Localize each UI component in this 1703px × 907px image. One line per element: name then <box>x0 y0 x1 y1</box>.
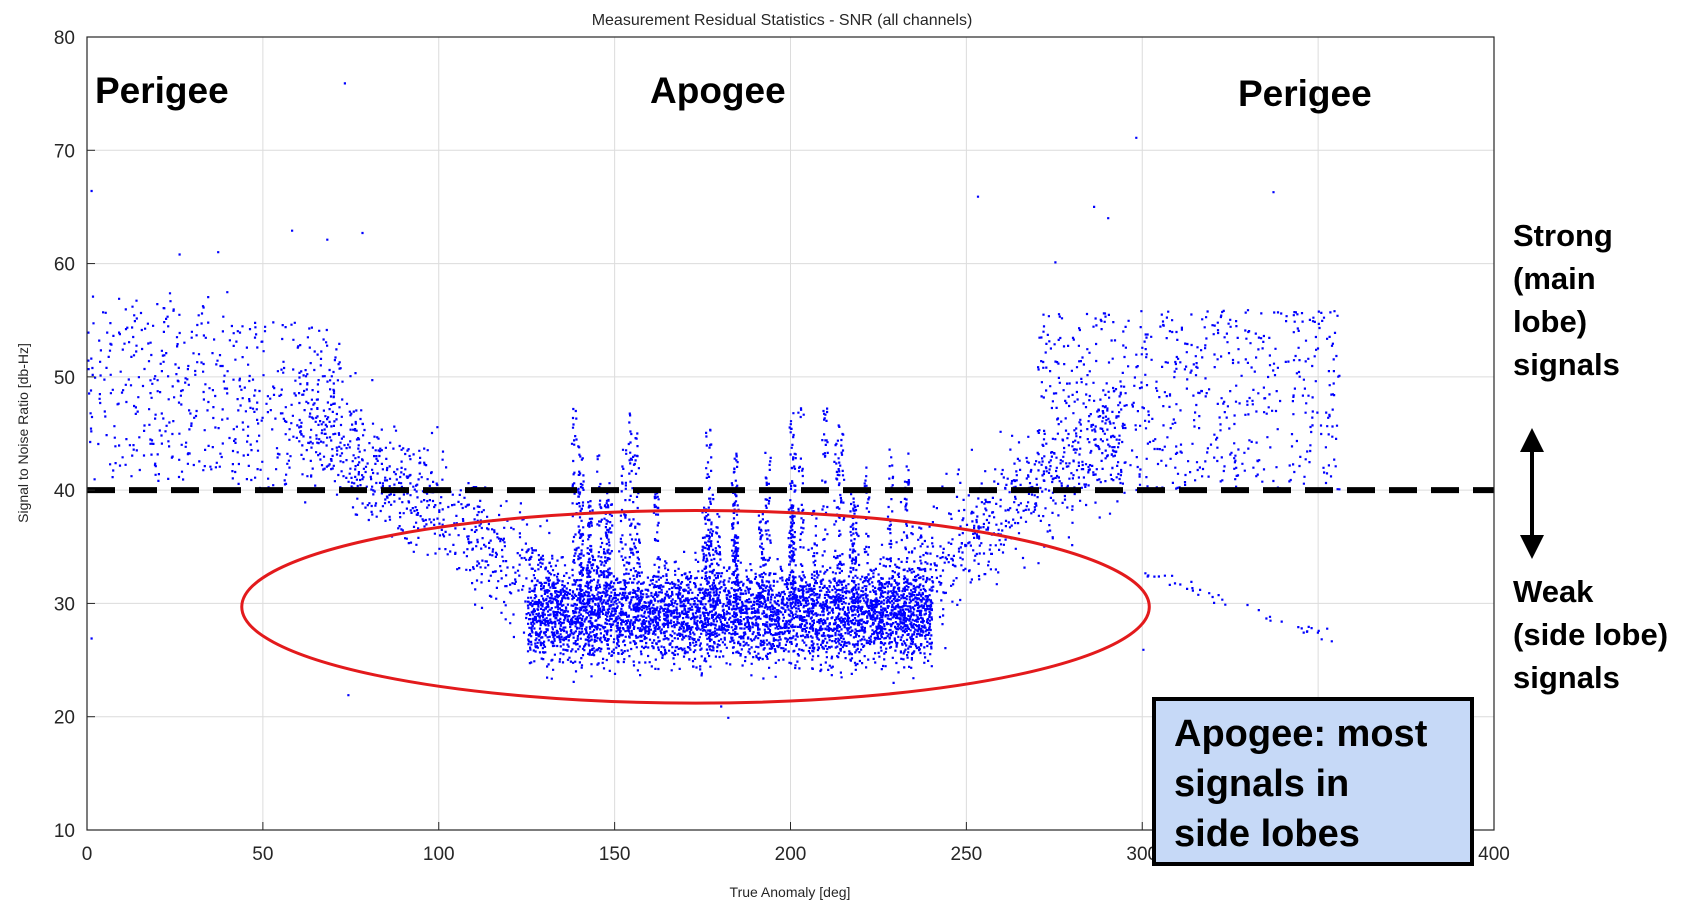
callout-line-2: signals in <box>1174 763 1350 805</box>
x-tick-label: 100 <box>423 844 455 865</box>
y-axis-title: Signal to Noise Ratio [db-Hz] <box>15 343 31 523</box>
scatter-points <box>87 82 1341 719</box>
y-tick-label: 70 <box>54 141 75 162</box>
strong-signals-label: Strong (main lobe) signals <box>1513 214 1620 386</box>
label-perigee-left: Perigee <box>95 70 229 111</box>
x-tick-label: 50 <box>252 844 273 865</box>
x-tick-label: 200 <box>775 844 807 865</box>
y-tick-label: 30 <box>54 594 75 615</box>
y-axis-ticks: 10 20 30 40 50 60 70 80 <box>54 28 95 842</box>
strong-line-2: (main <box>1513 261 1596 296</box>
x-tick-label: 400 <box>1478 844 1510 865</box>
label-apogee: Apogee <box>650 70 786 111</box>
x-tick-label: 300 <box>1126 844 1158 865</box>
x-tick-label: 250 <box>951 844 983 865</box>
weak-line-1: Weak <box>1513 574 1594 609</box>
strong-line-4: signals <box>1513 347 1620 382</box>
apogee-ellipse <box>240 509 1151 705</box>
weak-line-2: (side lobe) <box>1513 617 1669 652</box>
callout-line-1: Apogee: most <box>1174 713 1428 755</box>
strong-line-1: Strong <box>1513 218 1613 253</box>
x-tick-label: 150 <box>599 844 631 865</box>
y-tick-label: 40 <box>54 481 75 502</box>
double-headed-vertical-arrow-icon <box>1520 428 1544 559</box>
weak-signals-label: Weak (side lobe) signals <box>1513 570 1668 699</box>
apogee-callout-box: Apogee: most signals in side lobes <box>1152 697 1474 866</box>
callout-line-3: side lobes <box>1174 813 1360 855</box>
weak-line-3: signals <box>1513 660 1620 695</box>
y-tick-label: 80 <box>54 28 75 49</box>
snr-point-cloud <box>87 82 1341 719</box>
y-tick-label: 20 <box>54 708 75 729</box>
y-tick-label: 50 <box>54 368 75 389</box>
x-axis-title: True Anomaly [deg] <box>730 884 851 900</box>
x-tick-label: 0 <box>82 844 93 865</box>
chart-title: Measurement Residual Statistics - SNR (a… <box>592 12 973 29</box>
y-tick-label: 60 <box>54 255 75 276</box>
label-perigee-right: Perigee <box>1238 73 1372 114</box>
y-tick-label: 10 <box>54 821 75 842</box>
strong-line-3: lobe) <box>1513 304 1588 339</box>
